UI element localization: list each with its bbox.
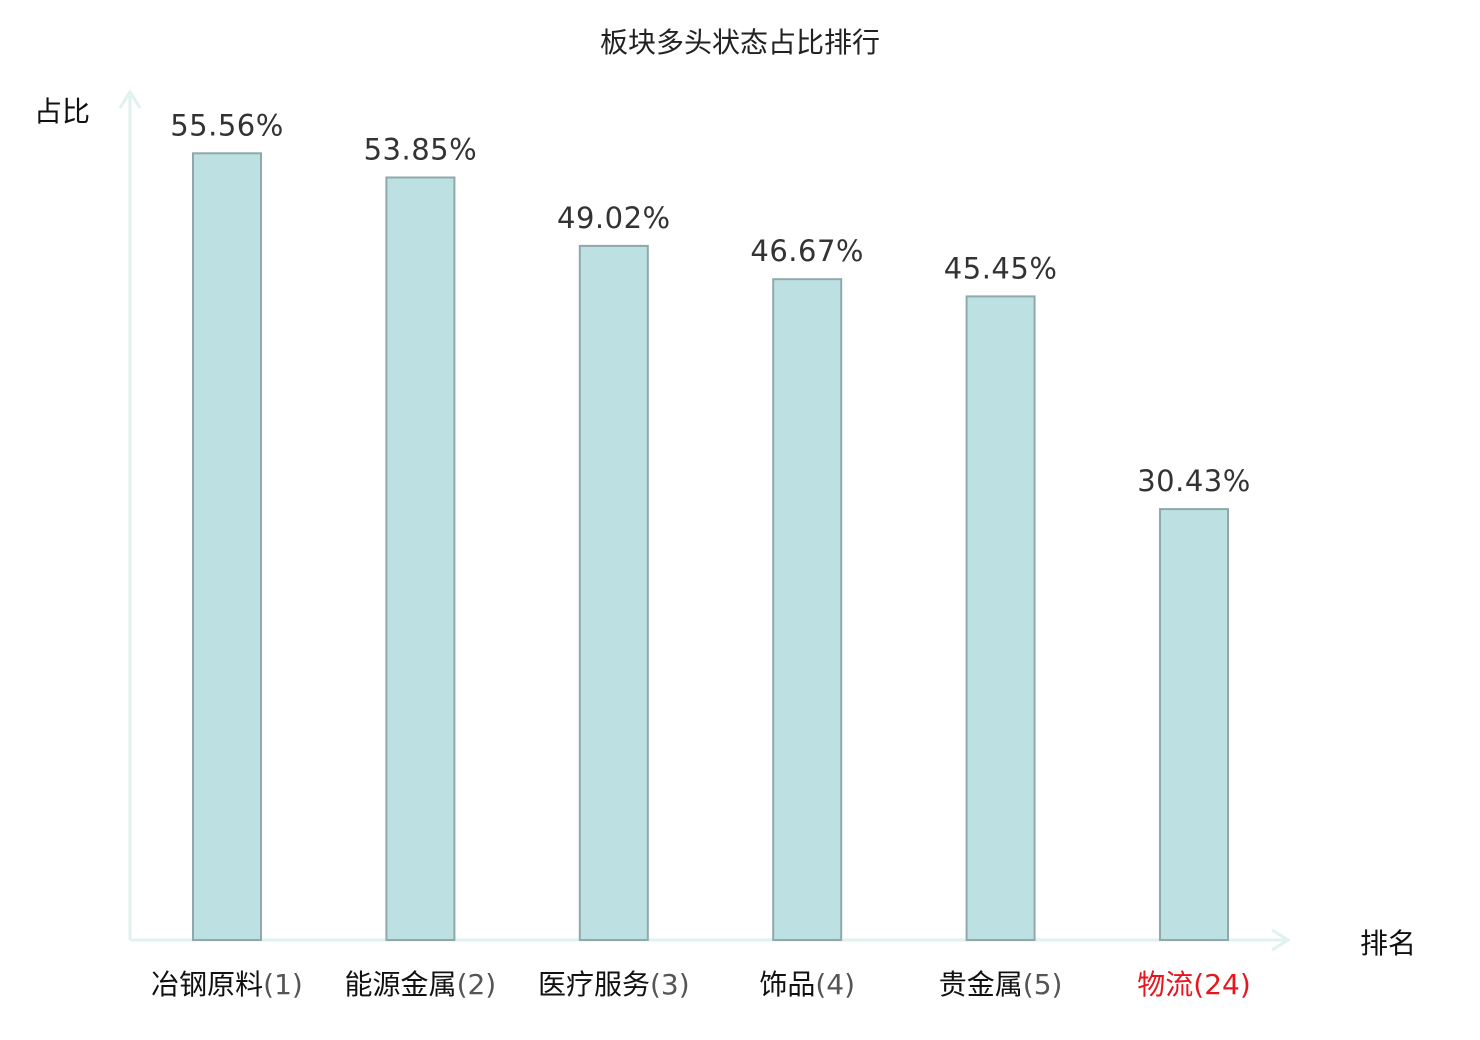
category-rank: (5) xyxy=(1023,968,1063,1001)
category-name: 医疗服务 xyxy=(538,968,650,1001)
category-rank: (3) xyxy=(650,968,690,1001)
category-name: 能源金属 xyxy=(345,968,457,1001)
bar xyxy=(385,176,456,941)
category-label: 冶钢原料(1) xyxy=(151,968,303,1001)
bar xyxy=(965,295,1036,941)
category-rank: (24) xyxy=(1193,968,1250,1001)
category-name: 饰品 xyxy=(759,968,815,1001)
category-label: 饰品(4) xyxy=(759,968,855,1001)
category-rank: (1) xyxy=(263,968,303,1001)
bar xyxy=(772,278,843,941)
category-rank: (2) xyxy=(457,968,497,1001)
category-label: 医疗服务(3) xyxy=(538,968,690,1001)
category-name: 物流 xyxy=(1137,968,1193,1001)
x-axis-label: 排名 xyxy=(1360,927,1416,960)
category-label: 物流(24) xyxy=(1137,968,1251,1001)
category-name: 冶钢原料 xyxy=(151,968,263,1001)
x-axis-arrow-icon xyxy=(1271,928,1291,952)
bar-value-label: 49.02% xyxy=(557,201,671,235)
category-name: 贵金属 xyxy=(939,968,1023,1001)
bar xyxy=(192,152,262,942)
y-axis-arrow-icon xyxy=(118,89,142,109)
bar-series: 55.56% 冶钢原料(1) 53.85% 能源金属(2) 49.02% 医疗服务(3) 4… xyxy=(151,108,1251,1001)
category-label: 能源金属(2) xyxy=(345,968,497,1001)
bar-value-label: 53.85% xyxy=(364,133,478,167)
bar-value-label: 55.56% xyxy=(170,108,284,142)
bar-value-label: 45.45% xyxy=(944,251,1058,285)
category-rank: (4) xyxy=(815,968,855,1001)
category-label: 贵金属(5) xyxy=(939,968,1063,1001)
bar-value-label: 46.67% xyxy=(750,234,864,268)
y-axis-label: 占比 xyxy=(34,95,90,128)
bar xyxy=(578,244,649,941)
bar xyxy=(1159,508,1229,941)
chart-title: 板块多头状态占比排行 xyxy=(600,26,880,59)
bar-value-label: 30.43% xyxy=(1137,464,1251,498)
